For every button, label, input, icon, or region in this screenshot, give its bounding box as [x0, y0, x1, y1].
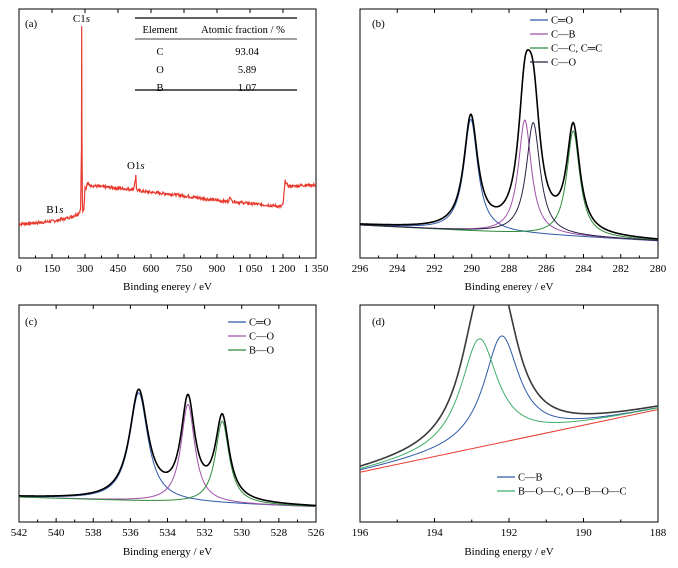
x-axis-title: Binding energy / eV [123, 546, 212, 558]
legend-label: C—B [551, 30, 576, 41]
plot-area [19, 388, 316, 508]
envelope-line [19, 388, 316, 507]
x-tick-label: 534 [159, 527, 176, 539]
component-peak-line [360, 118, 658, 242]
x-tick-label: 1 050 [238, 263, 263, 275]
component-peak-line [19, 392, 316, 508]
peak-label-main: O1 [127, 160, 140, 172]
envelope-line [360, 48, 658, 240]
x-tick-label: 300 [77, 263, 94, 275]
table-cell: 5.89 [238, 65, 256, 76]
x-tick-label: 532 [196, 527, 213, 539]
plot-area [360, 48, 658, 242]
table-cell: B [156, 83, 163, 94]
peak-label-main: B1 [46, 204, 59, 216]
component-peak-line [19, 420, 316, 507]
table-cell: 93.04 [235, 47, 259, 58]
x-tick-label: 284 [575, 263, 592, 275]
peak-label: C1s [73, 13, 90, 25]
envelope-line [360, 305, 658, 467]
component-peak-line [360, 335, 658, 471]
x-tick-label: 282 [613, 263, 630, 275]
table-cell: O [156, 65, 164, 76]
chart-panel-1: 296 294 292 290 288 286 284 282 280 (b) Binding en… [352, 8, 667, 293]
peak-label-sub: s [59, 204, 63, 216]
x-tick-label: 150 [44, 263, 61, 275]
peak-label-sub: s [140, 160, 144, 172]
legend-label: C—O [249, 332, 275, 343]
x-tick-label: 528 [271, 527, 288, 539]
legend-label: B—O—C, O—B—O—C [518, 487, 627, 498]
x-tick-label: 538 [85, 527, 102, 539]
peak-label-sub: s [86, 13, 90, 25]
table-header: Element [143, 25, 178, 36]
component-peak-line [360, 119, 658, 242]
component-peak-line [19, 403, 316, 508]
chart-panel-3: 196 194 192 190 188 (d) Binding energy / eV C—B… [352, 304, 667, 558]
legend-label: C—C, C═C [551, 44, 602, 55]
x-tick-label: 296 [352, 263, 369, 275]
panel-label: (a) [25, 18, 38, 30]
legend-label: C—B [518, 473, 543, 484]
x-tick-label: 286 [538, 263, 555, 275]
legend-label: C—O [551, 58, 577, 69]
x-tick-label: 536 [122, 527, 139, 539]
x-axis-title: Binding enerey / eV [123, 281, 212, 293]
survey-spectrum-line [19, 25, 316, 228]
x-tick-label: 288 [501, 263, 518, 275]
panel-label: (d) [372, 316, 385, 328]
chart-panel-0: 0 150 300 450 600 750 900 1 050 1 200 1 350 (a) Bin… [16, 8, 329, 293]
peak-label-main: C1 [73, 13, 86, 25]
component-peak-line [360, 338, 658, 470]
peak-label: O1s [127, 160, 145, 172]
table-header: Atomic fraction / % [201, 25, 285, 36]
chart-panel-2: 542 540 538 536 534 532 530 528 526 (c) Binding en… [11, 304, 325, 558]
x-tick-label: 1 200 [271, 263, 296, 275]
component-peak-line [360, 130, 658, 241]
x-tick-label: 450 [110, 263, 127, 275]
legend-label: C═O [249, 318, 271, 329]
x-tick-label: 540 [48, 527, 65, 539]
x-tick-label: 290 [464, 263, 481, 275]
x-tick-label: 530 [234, 527, 251, 539]
x-tick-label: 192 [501, 527, 518, 539]
table-cell: 1.07 [238, 83, 256, 94]
x-axis-title: Binding enerey / eV [465, 281, 554, 293]
legend-label: C═O [551, 16, 573, 27]
x-tick-label: 194 [426, 527, 443, 539]
x-tick-label: 0 [16, 263, 22, 275]
x-tick-label: 190 [575, 527, 592, 539]
background-line [360, 409, 658, 473]
x-tick-label: 526 [308, 527, 325, 539]
peak-label: B1s [46, 204, 63, 216]
component-peak-line [360, 122, 658, 241]
x-tick-label: 292 [426, 263, 443, 275]
x-tick-label: 196 [352, 527, 369, 539]
plot-area [360, 305, 658, 473]
x-tick-label: 294 [389, 263, 406, 275]
x-tick-label: 280 [650, 263, 667, 275]
x-tick-label: 1 350 [304, 263, 329, 275]
x-tick-label: 542 [11, 527, 28, 539]
panel-label: (c) [25, 316, 38, 328]
plot-area [19, 25, 316, 228]
x-tick-label: 900 [209, 263, 226, 275]
x-tick-label: 600 [143, 263, 160, 275]
x-tick-label: 750 [176, 263, 193, 275]
x-axis-title: Binding energy / eV [464, 546, 553, 558]
legend-label: B—O [249, 346, 275, 357]
x-tick-label: 188 [650, 527, 667, 539]
table-cell: C [156, 47, 163, 58]
panel-label: (b) [372, 18, 385, 30]
